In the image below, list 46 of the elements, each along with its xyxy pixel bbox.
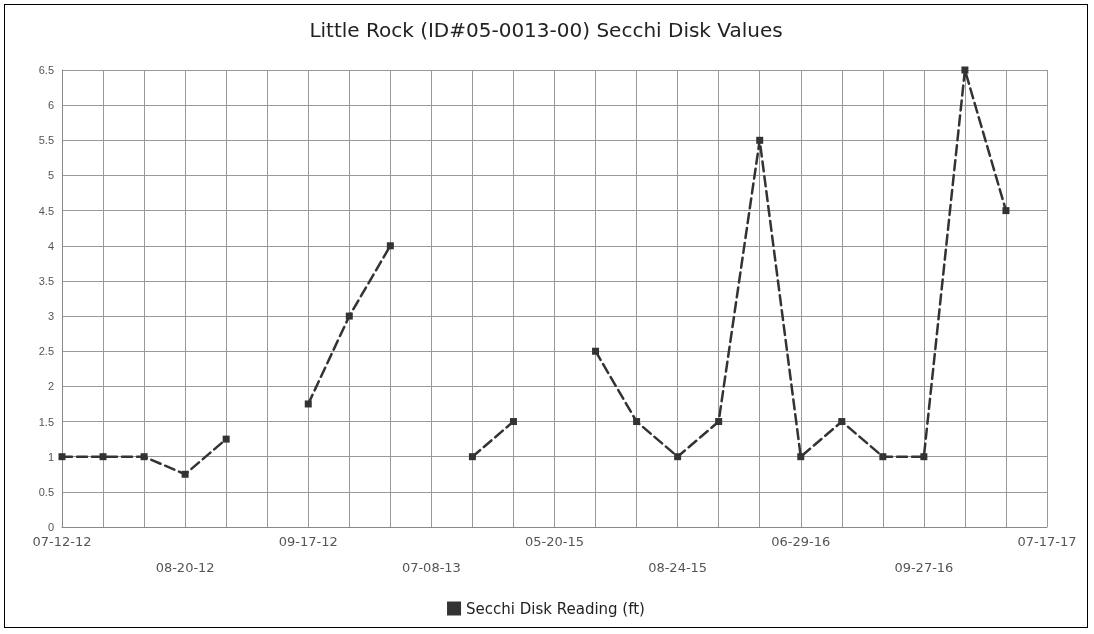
x-tick-label: 07-08-13 xyxy=(401,560,461,575)
point xyxy=(674,453,682,461)
point xyxy=(715,418,723,426)
y-tick-label: 4 xyxy=(47,239,54,252)
y-tick-label: 1 xyxy=(47,450,54,463)
legend-label: Secchi Disk Reading (ft) xyxy=(466,599,645,618)
point xyxy=(58,453,66,461)
point xyxy=(920,453,928,461)
x-tick-label: 06-29-16 xyxy=(771,534,831,549)
y-tick-label: 1.5 xyxy=(38,415,54,428)
y-tick-label: 2.5 xyxy=(38,345,54,358)
chart-title: Little Rock (ID#05-0013-00) Secchi Disk Values xyxy=(309,18,783,42)
y-tick-label: 2 xyxy=(47,380,54,393)
x-tick-label: 09-27-16 xyxy=(894,560,954,575)
x-tick-label: 09-17-12 xyxy=(278,534,338,549)
point xyxy=(345,312,353,320)
y-tick-label: 3 xyxy=(47,310,54,323)
point xyxy=(181,470,189,478)
x-tick-label: 08-24-15 xyxy=(648,560,708,575)
point xyxy=(222,435,230,443)
x-tick-label: 05-20-15 xyxy=(524,534,585,549)
y-tick-label: 6.5 xyxy=(38,64,54,76)
point xyxy=(468,453,476,461)
point xyxy=(879,453,887,461)
point xyxy=(961,66,969,74)
x-tick-label: 08-20-12 xyxy=(155,560,215,575)
point xyxy=(140,453,148,461)
y-tick-label: 5 xyxy=(47,169,54,182)
point xyxy=(99,453,107,461)
x-tick-label: 07-17-17 xyxy=(1017,534,1077,549)
point xyxy=(633,418,641,426)
point xyxy=(756,136,764,144)
y-tick-label: 0.5 xyxy=(38,485,54,498)
y-tick-label: 4.5 xyxy=(38,204,54,217)
x-tick-label: 07-12-12 xyxy=(32,534,92,549)
point xyxy=(592,347,600,355)
point xyxy=(509,418,517,426)
point xyxy=(797,453,805,461)
y-tick-label: 3.5 xyxy=(38,274,54,287)
y-tick-label: 5.5 xyxy=(38,134,54,147)
point xyxy=(386,242,394,250)
y-tick-label: 0 xyxy=(47,521,54,533)
point xyxy=(1002,207,1010,215)
point xyxy=(838,418,846,426)
point xyxy=(304,400,312,408)
y-tick-label: 6 xyxy=(47,99,54,112)
